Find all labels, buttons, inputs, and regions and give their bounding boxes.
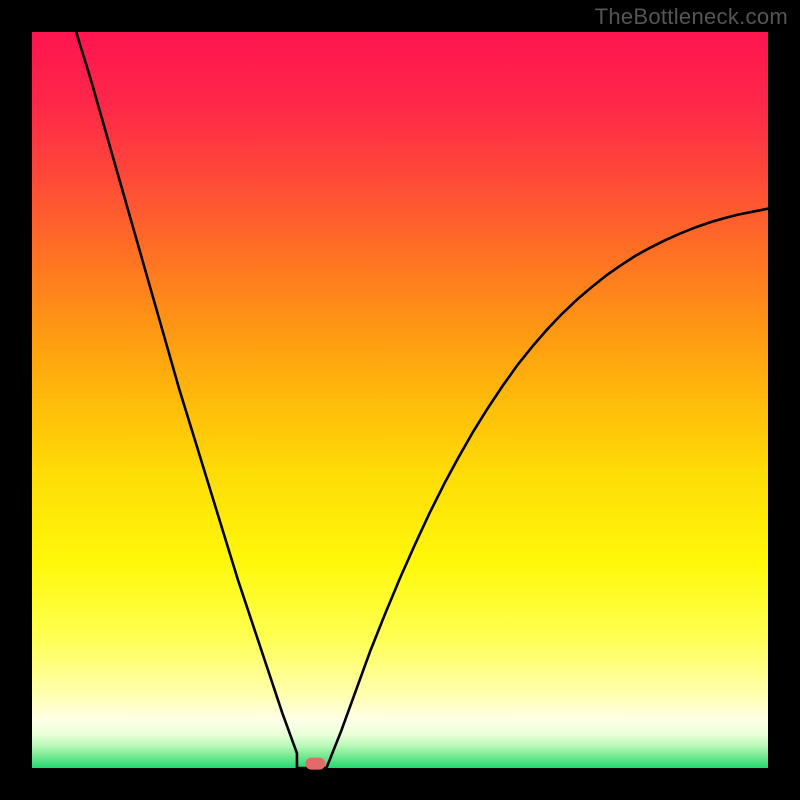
plot-background [32, 32, 768, 768]
bottleneck-curve-plot [0, 0, 800, 800]
watermark-text: TheBottleneck.com [595, 4, 788, 30]
minimum-marker [305, 758, 325, 770]
chart-container: TheBottleneck.com [0, 0, 800, 800]
